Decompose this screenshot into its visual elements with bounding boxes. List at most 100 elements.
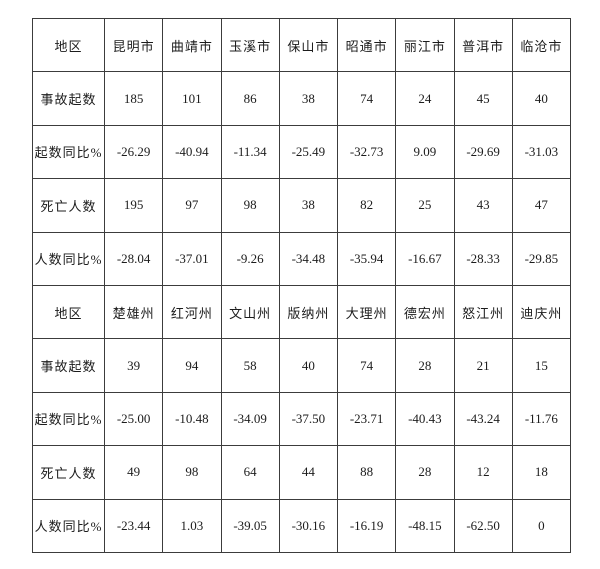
row-label-cell: 死亡人数 bbox=[32, 445, 105, 500]
value-cell: -23.44 bbox=[103, 498, 164, 553]
region-name-cell: 玉溪市 bbox=[220, 17, 280, 73]
row-label-cell: 人数同比% bbox=[32, 498, 105, 553]
value-cell: 74 bbox=[336, 71, 397, 126]
value-cell: -29.85 bbox=[511, 231, 572, 286]
region-name-cell: 德宏州 bbox=[395, 284, 455, 340]
row-label-cell: 人数同比% bbox=[32, 231, 105, 286]
data-row: 事故起数 39 94 58 40 74 28 21 15 bbox=[32, 338, 572, 393]
value-cell: -40.94 bbox=[162, 124, 222, 180]
value-cell: -26.29 bbox=[103, 124, 164, 180]
value-cell: 9.09 bbox=[395, 124, 455, 180]
value-cell: 101 bbox=[162, 71, 222, 126]
value-cell: 94 bbox=[162, 338, 222, 393]
value-cell: -43.24 bbox=[453, 391, 513, 447]
value-cell: 1.03 bbox=[162, 498, 222, 553]
row-label-cell: 死亡人数 bbox=[32, 178, 105, 233]
value-cell: 24 bbox=[395, 71, 455, 126]
value-cell: -29.69 bbox=[453, 124, 513, 180]
value-cell: 195 bbox=[103, 178, 164, 233]
data-row: 起数同比% -26.29 -40.94 -11.34 -25.49 -32.73 9.09-… bbox=[32, 124, 572, 180]
value-cell: -48.15 bbox=[395, 498, 455, 553]
value-cell: 185 bbox=[103, 71, 164, 126]
value-cell: -16.67 bbox=[395, 231, 455, 286]
region-name-cell: 昆明市 bbox=[103, 17, 164, 73]
value-cell: -37.50 bbox=[278, 391, 339, 447]
data-row: 死亡人数 195 97 98 38 82 25 43 47 bbox=[32, 178, 572, 233]
value-cell: 88 bbox=[336, 445, 397, 500]
region-name-cell: 昭通市 bbox=[336, 17, 397, 73]
value-cell: -25.00 bbox=[103, 391, 164, 447]
value-cell: 38 bbox=[278, 178, 339, 233]
value-cell: -62.50 bbox=[453, 498, 513, 553]
value-cell: 47 bbox=[511, 178, 572, 233]
value-cell: 58 bbox=[220, 338, 280, 393]
value-cell: -34.48 bbox=[278, 231, 339, 286]
value-cell: -37.01 bbox=[162, 231, 222, 286]
value-cell: 86 bbox=[220, 71, 280, 126]
value-cell: 21 bbox=[453, 338, 513, 393]
value-cell: 44 bbox=[278, 445, 339, 500]
value-cell: 43 bbox=[453, 178, 513, 233]
value-cell: 49 bbox=[103, 445, 164, 500]
value-cell: -10.48 bbox=[162, 391, 222, 447]
value-cell: 98 bbox=[220, 178, 280, 233]
value-cell: -11.76 bbox=[511, 391, 572, 447]
value-cell: 98 bbox=[162, 445, 222, 500]
value-cell: -16.19 bbox=[336, 498, 397, 553]
value-cell: 39 bbox=[103, 338, 164, 393]
value-cell: -30.16 bbox=[278, 498, 339, 553]
region-header-label: 地区 bbox=[32, 284, 105, 340]
value-cell: 15 bbox=[511, 338, 572, 393]
value-cell: 38 bbox=[278, 71, 339, 126]
data-row: 人数同比% -23.44 1.03 -39.05 -30.16 -16.19 -48.15-… bbox=[32, 498, 572, 553]
value-cell: -9.26 bbox=[220, 231, 280, 286]
region-name-cell: 保山市 bbox=[278, 17, 339, 73]
region-name-cell: 版纳州 bbox=[278, 284, 339, 340]
data-row: 事故起数 185 101 86 38 74 24 45 40 bbox=[32, 71, 572, 126]
value-cell: -11.34 bbox=[220, 124, 280, 180]
region-name-cell: 临沧市 bbox=[511, 17, 572, 73]
region-name-cell: 楚雄州 bbox=[103, 284, 164, 340]
region-name-cell: 红河州 bbox=[162, 284, 222, 340]
value-cell: 97 bbox=[162, 178, 222, 233]
value-cell: 0 bbox=[511, 498, 572, 553]
value-cell: -31.03 bbox=[511, 124, 572, 180]
value-cell: 74 bbox=[336, 338, 397, 393]
region-name-cell: 普洱市 bbox=[453, 17, 513, 73]
value-cell: -40.43 bbox=[395, 391, 455, 447]
region-header-label: 地区 bbox=[32, 17, 105, 73]
region-name-cell: 迪庆州 bbox=[511, 284, 572, 340]
region-name-cell: 文山州 bbox=[220, 284, 280, 340]
value-cell: 18 bbox=[511, 445, 572, 500]
value-cell: -34.09 bbox=[220, 391, 280, 447]
data-row: 人数同比% -28.04 -37.01 -9.26 -34.48 -35.94 -16.67… bbox=[32, 231, 572, 286]
row-label-cell: 起数同比% bbox=[32, 391, 105, 447]
value-cell: -35.94 bbox=[336, 231, 397, 286]
value-cell: -28.33 bbox=[453, 231, 513, 286]
value-cell: 45 bbox=[453, 71, 513, 126]
row-label-cell: 事故起数 bbox=[32, 71, 105, 126]
value-cell: -32.73 bbox=[336, 124, 397, 180]
value-cell: 28 bbox=[395, 338, 455, 393]
value-cell: -39.05 bbox=[220, 498, 280, 553]
accident-statistics-table: 地区 昆明市 曲靖市 玉溪市 保山市 昭通市 丽江市 普洱市 临沧市 事故起数 185 101 86 38… bbox=[32, 17, 572, 553]
data-row: 死亡人数 49 98 64 44 88 28 12 18 bbox=[32, 445, 572, 500]
region-name-cell: 怒江州 bbox=[453, 284, 513, 340]
data-row: 起数同比% -25.00 -10.48 -34.09 -37.50 -23.71 -40.4… bbox=[32, 391, 572, 447]
region-name-cell: 丽江市 bbox=[395, 17, 455, 73]
region-header-row: 地区 楚雄州 红河州 文山州 版纳州 大理州 德宏州 怒江州 迪庆州 bbox=[32, 284, 572, 340]
row-label-cell: 起数同比% bbox=[32, 124, 105, 180]
region-name-cell: 大理州 bbox=[336, 284, 397, 340]
value-cell: 82 bbox=[336, 178, 397, 233]
value-cell: -25.49 bbox=[278, 124, 339, 180]
value-cell: 40 bbox=[278, 338, 339, 393]
row-label-cell: 事故起数 bbox=[32, 338, 105, 393]
value-cell: 40 bbox=[511, 71, 572, 126]
value-cell: 12 bbox=[453, 445, 513, 500]
value-cell: 25 bbox=[395, 178, 455, 233]
region-name-cell: 曲靖市 bbox=[162, 17, 222, 73]
value-cell: 64 bbox=[220, 445, 280, 500]
region-header-row: 地区 昆明市 曲靖市 玉溪市 保山市 昭通市 丽江市 普洱市 临沧市 bbox=[32, 17, 572, 73]
value-cell: -23.71 bbox=[336, 391, 397, 447]
value-cell: -28.04 bbox=[103, 231, 164, 286]
